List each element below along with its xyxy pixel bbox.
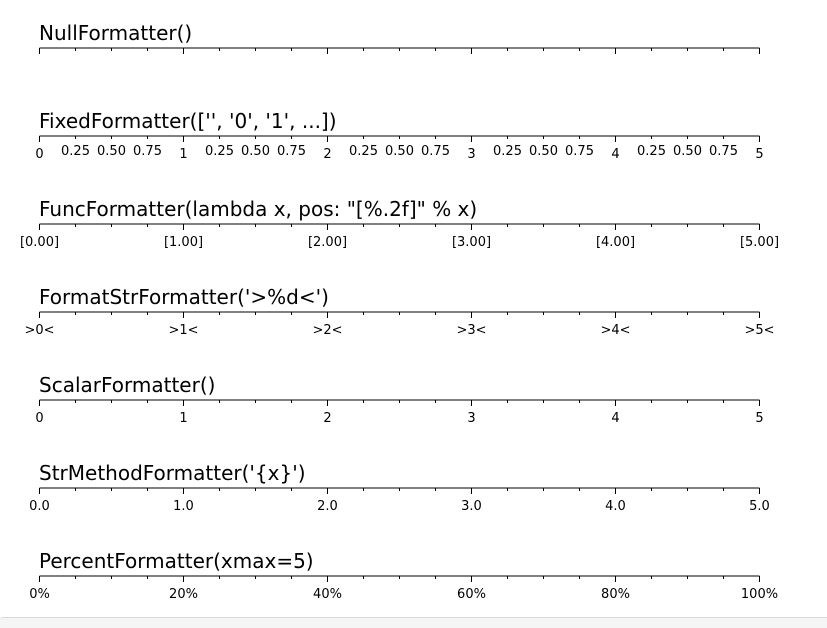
major-tick-label: 0 — [35, 147, 43, 162]
axis-panel: StrMethodFormatter('{x}') 0.0 1.0 2.0 3.0 4.0… — [29, 461, 770, 514]
axis-panel: FormatStrFormatter('>%d<') >0< >1< >2< >3< >4… — [24, 285, 774, 338]
panel-title: FormatStrFormatter('>%d<') — [39, 285, 329, 309]
major-tick-label: [0.00] — [20, 235, 59, 250]
axis-panel: NullFormatter() — [39, 21, 760, 54]
minor-tick-label: 0.25 — [61, 144, 90, 159]
major-tick-label: 20% — [169, 587, 198, 602]
axis-panel: FuncFormatter(lambda x, pos: "[%.2f]" % … — [20, 197, 779, 250]
major-tick-label: 5.0 — [749, 499, 770, 514]
major-tick-label: 0% — [29, 587, 50, 602]
minor-tick-label: 0.75 — [133, 144, 162, 159]
major-tick-label: 3 — [467, 411, 475, 426]
major-tick-label: 3 — [467, 147, 475, 162]
panel-title: FixedFormatter(['', '0', '1', ...]) — [39, 109, 337, 133]
major-tick-label: 1 — [179, 411, 187, 426]
major-tick-label: 1.0 — [173, 499, 194, 514]
major-tick-label: 4 — [611, 411, 619, 426]
major-tick-label: >5< — [744, 323, 774, 338]
major-tick-label: [4.00] — [596, 235, 635, 250]
minor-tick-label: 0.75 — [709, 144, 738, 159]
major-tick-label: 2.0 — [317, 499, 338, 514]
major-tick-label: 100% — [741, 587, 778, 602]
major-tick-label: >1< — [168, 323, 198, 338]
major-tick-label: 2 — [323, 411, 331, 426]
panel-title: FuncFormatter(lambda x, pos: "[%.2f]" % … — [39, 197, 477, 221]
major-tick-label: [3.00] — [452, 235, 491, 250]
major-tick-label: >2< — [312, 323, 342, 338]
axis-panel: PercentFormatter(xmax=5) 0% 20% 40% 60% 80% 10… — [29, 549, 778, 602]
major-tick-label: 2 — [323, 147, 331, 162]
minor-tick-label: 0.50 — [529, 144, 558, 159]
major-tick-label: 0 — [35, 411, 43, 426]
axis-panel: FixedFormatter(['', '0', '1', ...]) 0 1 2 3 4… — [35, 109, 763, 162]
major-tick-label: [1.00] — [164, 235, 203, 250]
major-tick-label: 0.0 — [29, 499, 50, 514]
panel-title: StrMethodFormatter('{x}') — [39, 461, 306, 485]
major-tick-label: 1 — [179, 147, 187, 162]
panel-title: NullFormatter() — [39, 21, 192, 45]
major-tick-label: [2.00] — [308, 235, 347, 250]
major-tick-label: >3< — [456, 323, 486, 338]
minor-tick-label: 0.50 — [673, 144, 702, 159]
minor-tick-label: 0.75 — [277, 144, 306, 159]
major-tick-label: 60% — [457, 587, 486, 602]
major-tick-label: >0< — [24, 323, 54, 338]
panel-title: PercentFormatter(xmax=5) — [39, 549, 314, 573]
minor-tick-label: 0.50 — [241, 144, 270, 159]
minor-tick-label: 0.25 — [493, 144, 522, 159]
minor-tick-label: 0.25 — [205, 144, 234, 159]
major-tick-label: 5 — [755, 147, 763, 162]
axis-panel: ScalarFormatter() 0 1 2 3 4 5 — [35, 373, 763, 426]
panel-title: ScalarFormatter() — [39, 373, 215, 397]
major-tick-label: [5.00] — [740, 235, 779, 250]
major-tick-label: 3.0 — [461, 499, 482, 514]
major-tick-label: 80% — [601, 587, 630, 602]
major-tick-label: 4.0 — [605, 499, 626, 514]
minor-tick-label: 0.25 — [637, 144, 666, 159]
major-tick-label: 4 — [611, 147, 619, 162]
major-tick-label: 40% — [313, 587, 342, 602]
minor-tick-label: 0.25 — [349, 144, 378, 159]
minor-tick-label: 0.75 — [421, 144, 450, 159]
minor-tick-label: 0.75 — [565, 144, 594, 159]
bottom-scroll-bar[interactable] — [0, 617, 827, 628]
minor-tick-label: 0.50 — [97, 144, 126, 159]
major-tick-label: 5 — [755, 411, 763, 426]
major-tick-label: >4< — [600, 323, 630, 338]
minor-tick-label: 0.50 — [385, 144, 414, 159]
